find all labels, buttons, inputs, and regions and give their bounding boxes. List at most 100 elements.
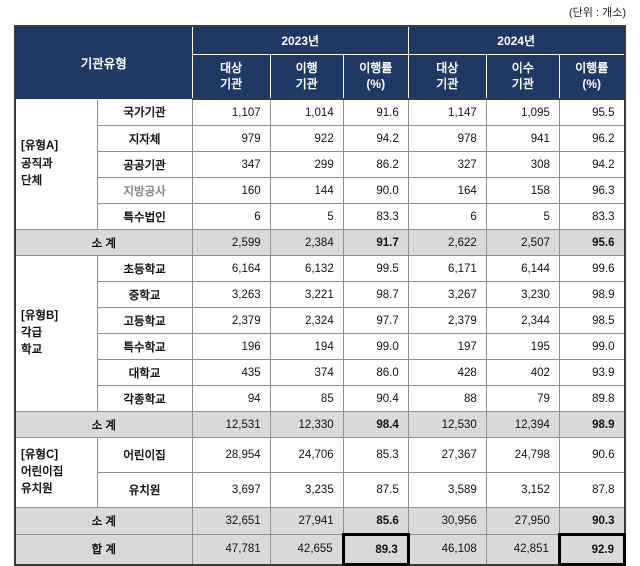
data-cell: 3,152	[485, 472, 560, 508]
data-cell: 96.2	[558, 125, 626, 152]
table-row: 중학교 3,263 3,221 98.7 3,267 3,230 98.9	[15, 281, 626, 308]
data-cell: 374	[269, 359, 344, 386]
subtotal-cell: 12,330	[269, 411, 344, 438]
row-label: 지자체	[96, 125, 193, 152]
data-cell: 98.5	[558, 307, 626, 334]
data-cell: 86.0	[342, 359, 409, 386]
subtotal-cell: 2,507	[485, 229, 560, 256]
data-cell: 83.3	[558, 203, 626, 230]
data-cell: 6	[407, 203, 487, 230]
data-cell: 99.0	[558, 333, 626, 360]
data-cell: 308	[485, 151, 560, 178]
header-org-type: 기관유형	[14, 25, 193, 100]
unit-caption: (단위 : 개소)	[569, 7, 626, 19]
data-cell: 164	[407, 177, 487, 204]
data-cell: 978	[407, 125, 487, 152]
data-cell: 144	[269, 177, 344, 204]
subtotal-row: 소 계 32,651 27,941 85.6 30,956 27,950 90.3	[14, 507, 626, 535]
data-cell: 6,164	[191, 255, 271, 282]
data-cell: 88	[407, 385, 487, 412]
header-2024-completed: 이수 기관	[485, 54, 560, 100]
header-2024-rate: 이행률 (%)	[558, 54, 626, 100]
data-cell: 299	[269, 151, 344, 178]
data-cell: 95.5	[558, 98, 626, 126]
subtotal-row: 소 계 12,531 12,330 98.4 12,530 12,394 98.9	[14, 411, 626, 438]
subtotal-cell: 2,622	[407, 229, 487, 256]
subtotal-label: 소 계	[14, 229, 193, 256]
subtotal-cell: 2,599	[191, 229, 271, 256]
data-cell: 195	[485, 333, 560, 360]
data-cell: 24,706	[269, 437, 344, 473]
row-label: 대학교	[96, 359, 193, 386]
data-cell: 85.3	[342, 437, 409, 473]
total-cell: 42,851	[485, 534, 560, 565]
data-cell: 99.6	[558, 255, 626, 282]
header-2023-rate: 이행률 (%)	[342, 54, 409, 100]
table-row: 유치원 3,697 3,235 87.5 3,589 3,152 87.8	[15, 472, 626, 508]
data-cell: 3,697	[191, 472, 271, 508]
row-label: 유치원	[96, 472, 193, 508]
data-cell: 2,344	[485, 307, 560, 334]
subtotal-cell: 85.6	[342, 507, 409, 535]
data-cell: 97.7	[342, 307, 409, 334]
subtotal-label: 소 계	[14, 507, 193, 535]
data-cell: 98.9	[558, 281, 626, 308]
table-header: 기관유형 2023년 2024년 대상 기관 이행 기관 이행률 (%) 대상 …	[14, 25, 626, 100]
data-cell: 86.2	[342, 151, 409, 178]
data-cell: 6,144	[485, 255, 560, 282]
data-cell: 90.0	[342, 177, 409, 204]
table-row: 공공기관 347 299 86.2 327 308 94.2	[15, 151, 626, 178]
data-cell: 90.6	[558, 437, 626, 473]
data-cell: 99.0	[342, 333, 409, 360]
subtotal-cell: 32,651	[191, 507, 271, 535]
data-cell: 194	[269, 333, 344, 360]
data-cell: 1,095	[485, 98, 560, 126]
table-row: 특수법인 6 5 83.3 6 5 83.3	[15, 203, 626, 230]
table-row: 지방공사 160 144 90.0 164 158 96.3	[15, 177, 626, 204]
subtotal-cell: 90.3	[558, 507, 626, 535]
data-cell: 87.5	[342, 472, 409, 508]
data-cell: 90.4	[342, 385, 409, 412]
data-cell: 1,107	[191, 98, 271, 126]
data-cell: 85	[269, 385, 344, 412]
subtotal-cell: 12,531	[191, 411, 271, 438]
subtotal-cell: 27,941	[269, 507, 344, 535]
data-cell: 327	[407, 151, 487, 178]
data-cell: 428	[407, 359, 487, 386]
total-cell: 47,781	[191, 534, 271, 565]
total-label: 합 계	[14, 534, 193, 565]
data-cell: 196	[191, 333, 271, 360]
data-cell: 28,954	[191, 437, 271, 473]
data-cell: 83.3	[342, 203, 409, 230]
data-cell: 1,014	[269, 98, 344, 126]
data-cell: 3,221	[269, 281, 344, 308]
row-label: 국가기관	[96, 98, 193, 126]
data-cell: 89.8	[558, 385, 626, 412]
data-cell: 6	[191, 203, 271, 230]
subtotal-cell: 98.4	[342, 411, 409, 438]
data-cell: 5	[269, 203, 344, 230]
data-cell: 94.2	[558, 151, 626, 178]
header-2023-implemented: 이행 기관	[269, 54, 344, 100]
subtotal-cell: 98.9	[558, 411, 626, 438]
group-label: [유형C] 어린이집 유치원	[14, 437, 98, 508]
subtotal-cell: 27,950	[485, 507, 560, 535]
data-cell: 6,171	[407, 255, 487, 282]
subtotal-row: 소 계 2,599 2,384 91.7 2,622 2,507 95.6	[14, 229, 626, 256]
data-cell: 979	[191, 125, 271, 152]
subtotal-cell: 95.6	[558, 229, 626, 256]
data-cell: 922	[269, 125, 344, 152]
data-cell: 158	[485, 177, 560, 204]
subtotal-cell: 30,956	[407, 507, 487, 535]
data-cell: 79	[485, 385, 560, 412]
data-cell: 98.7	[342, 281, 409, 308]
data-cell: 24,798	[485, 437, 560, 473]
data-cell: 3,263	[191, 281, 271, 308]
table-row: 대학교 435 374 86.0 428 402 93.9	[15, 359, 626, 386]
data-cell: 941	[485, 125, 560, 152]
row-label: 공공기관	[96, 151, 193, 178]
row-label: 초등학교	[96, 255, 193, 282]
data-cell: 2,379	[407, 307, 487, 334]
header-2024-target: 대상 기관	[407, 54, 487, 100]
row-label: 어린이집	[96, 437, 193, 473]
